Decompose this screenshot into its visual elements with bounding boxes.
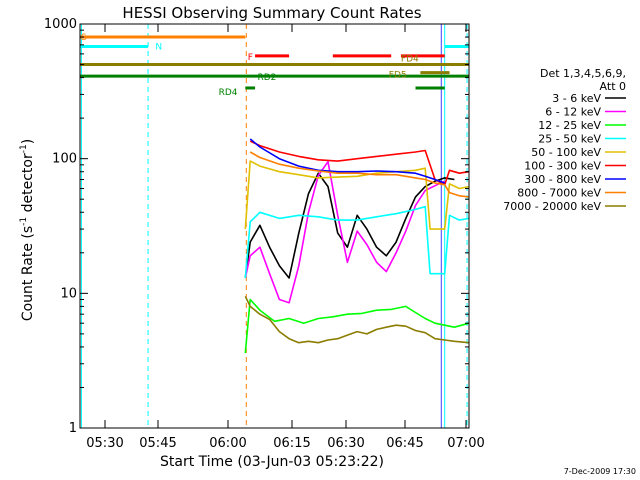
legend-label-800-7000-kev: 800 - 7000 keV (517, 187, 601, 200)
legend-label-6-12-kev: 6 - 12 keV (545, 106, 601, 119)
flag-label-fd5: FD5 (389, 71, 407, 81)
legend-label-12-25-kev: 12 - 25 keV (538, 119, 601, 132)
series-line-25-50-kev (244, 205, 470, 279)
legend-header-line-1: Det 1,3,4,5,6,9, (540, 67, 626, 80)
y-tick-label-3: 1000 (44, 17, 77, 32)
series-line-100-300-kev (249, 140, 470, 186)
y-label-main: Count Rate (s (20, 226, 36, 321)
footer-stamp: 7-Dec-2009 17:30 (564, 467, 636, 476)
series-line-300-800-kev (249, 138, 445, 184)
y-tick-label-0: 1 (69, 421, 77, 436)
y-tick-label-2: 100 (52, 152, 77, 167)
legend-label-7000-20000-kev: 7000 - 20000 keV (503, 200, 601, 213)
flag-label-n: N (155, 43, 162, 53)
series-line-12-25-kev (244, 298, 470, 354)
legend-header-line-2: Att 0 (600, 80, 626, 93)
y-axis-label: Count Rate (s-1 detector-1) (19, 139, 36, 321)
series-line-6-12-kev (244, 160, 446, 304)
legend-label-50-100-kev: 50 - 100 keV (531, 146, 601, 159)
y-tick-label-1: 10 (60, 286, 77, 301)
x-tick-label-2: 06:00 (209, 436, 246, 451)
series-line-7000-20000-kev (244, 295, 470, 344)
x-tick-label-1: 05:45 (139, 436, 176, 451)
flag-label-f: F (248, 53, 253, 63)
x-tick-label-5: 06:45 (386, 436, 423, 451)
plot-frame (79, 23, 470, 429)
x-axis-label: Start Time (03-Jun-03 05:23:22) (160, 454, 384, 470)
y-label-sup2: -1 (19, 144, 29, 153)
data-layer (80, 24, 470, 428)
y-label-sup1: -1 (19, 217, 29, 226)
flag-bars: S N F FD4 FD5 RD2 RD4 (80, 33, 469, 98)
x-tick-label-3: 06:15 (273, 436, 310, 451)
x-tick-label-6: 07:00 (447, 436, 484, 451)
flag-label-fd4: FD4 (401, 55, 419, 65)
chart-title: HESSI Observing Summary Count Rates (122, 4, 421, 22)
legend-label-3-6-kev: 3 - 6 keV (552, 92, 601, 105)
legend-label-25-50-kev: 25 - 50 keV (538, 133, 601, 146)
flag-label-rd2: RD2 (257, 73, 276, 83)
x-tick-label-0: 05:30 (86, 436, 123, 451)
series-line-800-7000-kev (249, 151, 470, 198)
series-line-50-100-kev (244, 160, 470, 230)
flag-label-s: S (81, 33, 87, 43)
axes: 05:30 05:45 06:00 06:15 06:30 06:45 07:00 1 10 10… (44, 17, 485, 451)
y-label-mid: detector (20, 153, 36, 217)
legend-label-300-800-kev: 300 - 800 keV (524, 173, 601, 186)
series-line-3-6-kev (244, 172, 455, 279)
legend-label-100-300-kev: 100 - 300 keV (524, 160, 601, 173)
y-label-end: ) (20, 139, 36, 144)
flag-label-rd4: RD4 (219, 88, 238, 98)
x-tick-label-4: 06:30 (327, 436, 364, 451)
